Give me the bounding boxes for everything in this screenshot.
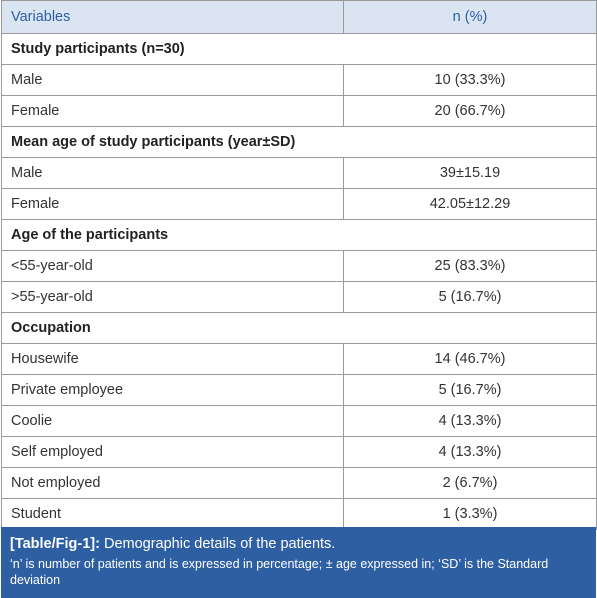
- caption: [Table/Fig-1]: Demographic details of th…: [1, 527, 596, 598]
- data-row: Not employed 2 (6.7%): [1, 467, 597, 499]
- label-cell: Not employed: [1, 467, 344, 499]
- value-cell: 39±15.19: [343, 157, 597, 189]
- header-cell: n (%): [343, 0, 597, 34]
- section-row: Study participants (n=30): [1, 33, 597, 65]
- data-row: Female 20 (66.7%): [1, 95, 597, 127]
- label-cell: Female: [1, 188, 344, 220]
- value-cell: 5 (16.7%): [343, 374, 597, 406]
- data-row: Self employed 4 (13.3%): [1, 436, 597, 468]
- section-row: Occupation: [1, 312, 597, 344]
- label-cell: Male: [1, 64, 344, 96]
- value-cell: 5 (16.7%): [343, 281, 597, 313]
- label-cell: Male: [1, 157, 344, 189]
- section-row: Mean age of study participants (year±SD): [1, 126, 597, 158]
- value-cell: 10 (33.3%): [343, 64, 597, 96]
- data-row: Housewife 14 (46.7%): [1, 343, 597, 375]
- data-row: >55-year-old 5 (16.7%): [1, 281, 597, 313]
- caption-label: [Table/Fig-1]:: [10, 536, 100, 552]
- value-cell: 4 (13.3%): [343, 436, 597, 468]
- value-cell: 14 (46.7%): [343, 343, 597, 375]
- header-row: Variables n (%): [1, 0, 597, 34]
- label-cell: <55-year-old: [1, 250, 344, 282]
- data-row: Female 42.05±12.29: [1, 188, 597, 220]
- data-row: Private employee 5 (16.7%): [1, 374, 597, 406]
- section-cell: Mean age of study participants (year±SD): [1, 126, 597, 158]
- value-cell: 25 (83.3%): [343, 250, 597, 282]
- caption-title: Demographic details of the patients.: [103, 536, 336, 552]
- value-cell: 2 (6.7%): [343, 467, 597, 499]
- data-row: Coolie 4 (13.3%): [1, 405, 597, 437]
- data-row: <55-year-old 25 (83.3%): [1, 250, 597, 282]
- label-cell: Student: [1, 498, 344, 530]
- data-row: Male 10 (33.3%): [1, 64, 597, 96]
- section-row: Age of the participants: [1, 219, 597, 251]
- data-row: Male 39±15.19: [1, 157, 597, 189]
- label-cell: Private employee: [1, 374, 344, 406]
- caption-note: ‘n’ is number of patients and is express…: [10, 557, 549, 587]
- label-cell: Self employed: [1, 436, 344, 468]
- label-cell: Coolie: [1, 405, 344, 437]
- header-cell: Variables: [1, 0, 344, 34]
- value-cell: 20 (66.7%): [343, 95, 597, 127]
- table: Variables n (%) Study participants (n=30…: [1, 0, 597, 530]
- label-cell: >55-year-old: [1, 281, 344, 313]
- label-cell: Female: [1, 95, 344, 127]
- section-cell: Occupation: [1, 312, 597, 344]
- value-cell: 1 (3.3%): [343, 498, 597, 530]
- section-cell: Study participants (n=30): [1, 33, 597, 65]
- label-cell: Housewife: [1, 343, 344, 375]
- section-cell: Age of the participants: [1, 219, 597, 251]
- caption-line: [Table/Fig-1]: Demographic details of th…: [10, 536, 587, 552]
- data-row: Student 1 (3.3%): [1, 498, 597, 530]
- value-cell: 4 (13.3%): [343, 405, 597, 437]
- value-cell: 42.05±12.29: [343, 188, 597, 220]
- table-body: Study participants (n=30) Male 10 (33.3%) F…: [1, 33, 597, 530]
